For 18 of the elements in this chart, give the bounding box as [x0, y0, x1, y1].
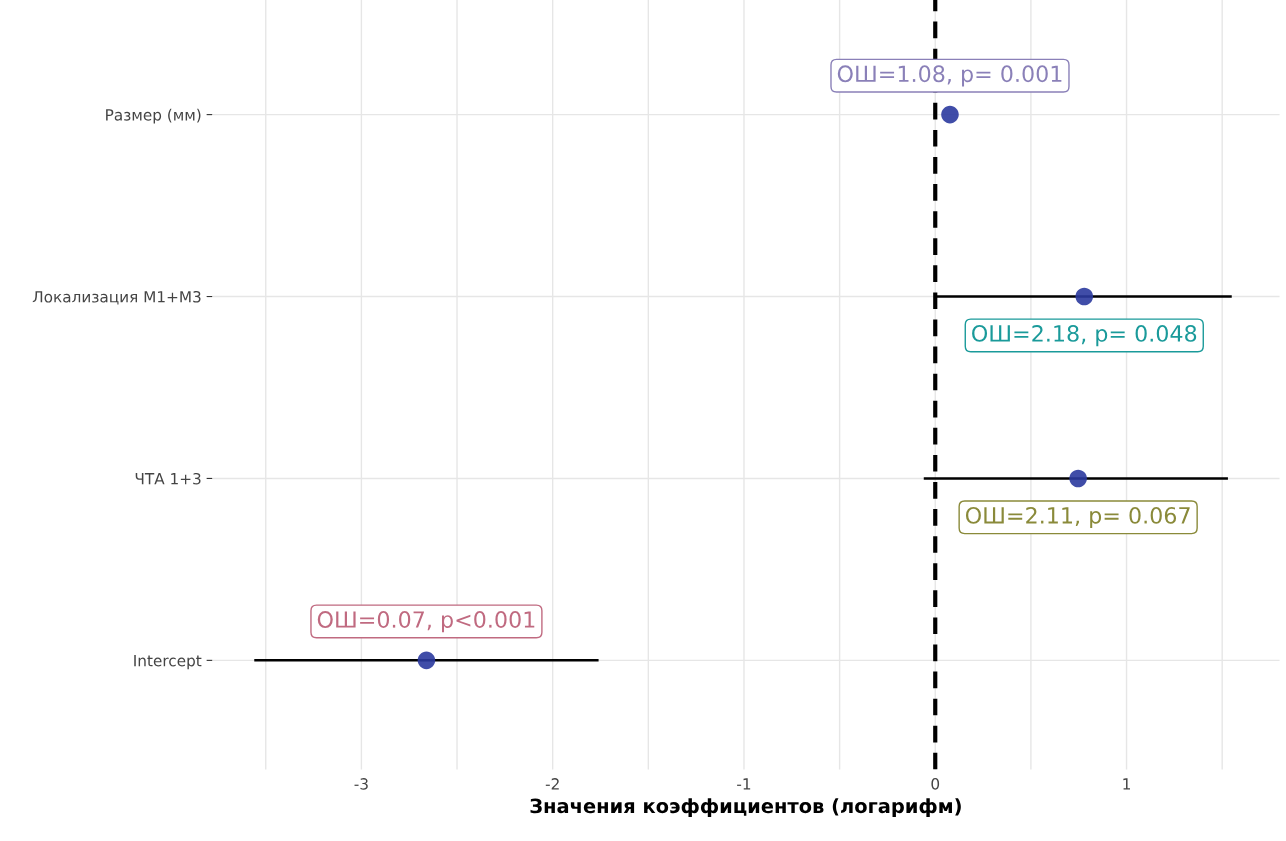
- x-tick-label: 0: [931, 778, 940, 790]
- point: [941, 105, 959, 124]
- data-label: ОШ=2.18, p= 0.048: [972, 325, 1197, 347]
- data-label: ОШ=2.11, p= 0.067: [965, 506, 1190, 529]
- data-label: ОШ=1.08, p= 0.001: [837, 65, 1062, 87]
- y-tick-label: Локализация М1+М3: [32, 290, 201, 305]
- point: [417, 651, 436, 670]
- y-tick-label: ЧТА 1+3: [135, 472, 201, 485]
- x-axis-title: Значения коэффициентов (логарифм): [530, 798, 961, 818]
- y-tick-label: Intercept: [134, 655, 202, 670]
- x-tick-label: -3: [354, 778, 368, 790]
- x-tick-label: 1: [1123, 778, 1130, 790]
- y-tick-label: Размер (мм): [106, 108, 201, 124]
- point: [1069, 469, 1087, 488]
- data-label: ОШ=0.07, p<0.001: [317, 611, 535, 633]
- point: [1075, 287, 1094, 306]
- x-tick-label: -1: [737, 778, 751, 790]
- x-tick-label: -2: [545, 778, 559, 790]
